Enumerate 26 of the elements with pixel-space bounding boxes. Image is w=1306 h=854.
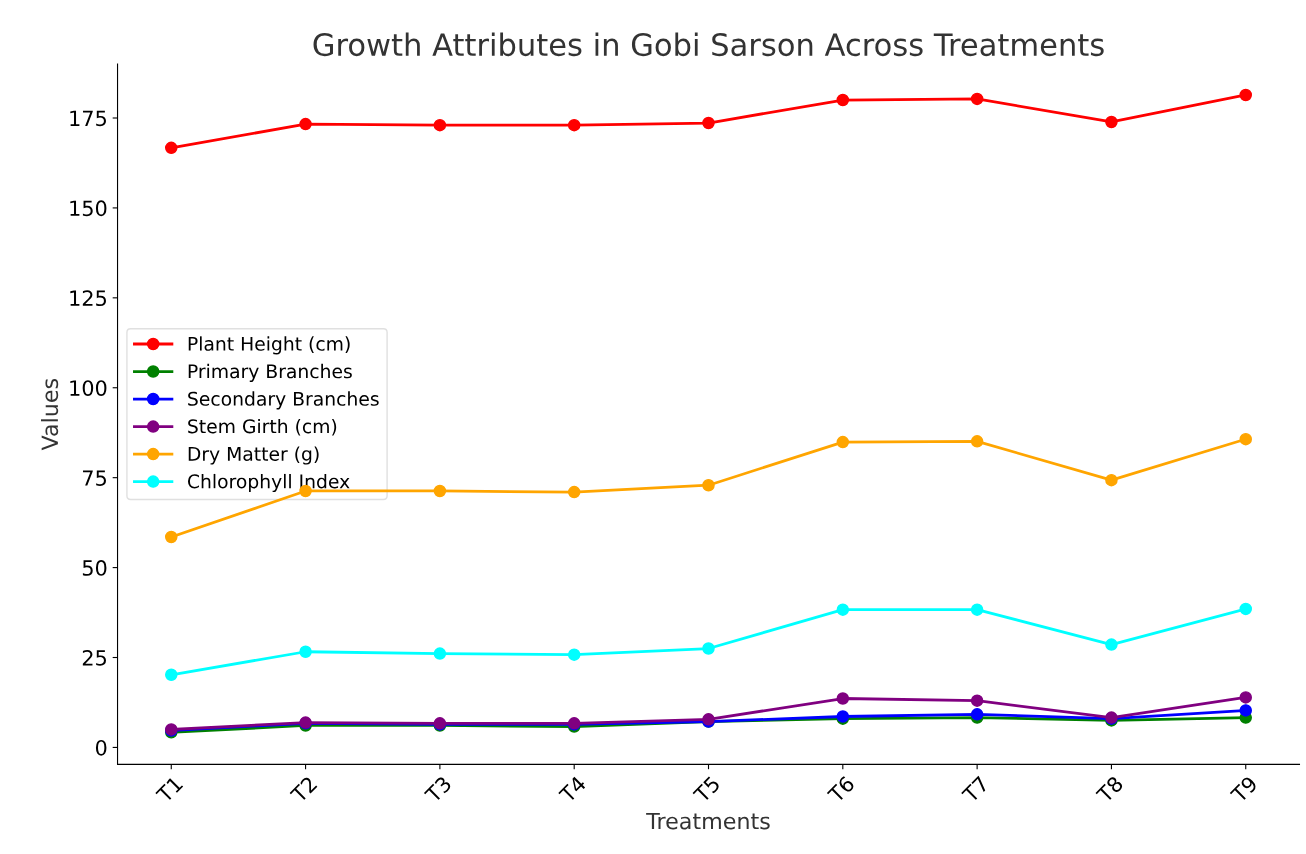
y-tick-label: 75: [83, 470, 106, 486]
y-tick-label: 150: [70, 200, 107, 217]
x-tick-label: T7: [961, 775, 990, 804]
x-tick-label: T2: [289, 775, 318, 804]
x-tick-label: T4: [558, 775, 587, 804]
y-tick-label: 125: [70, 290, 106, 307]
legend-label: Dry Matter (g): [188, 446, 319, 465]
x-tick-label: T8: [1095, 775, 1124, 804]
y-tick-label: 100: [70, 380, 107, 396]
legend-label: Primary Branches: [188, 363, 352, 382]
y-tick-label: 50: [82, 560, 107, 576]
y-tick-label: 25: [82, 649, 106, 666]
y-tick-label: 0: [95, 739, 107, 756]
y-tick-label: 175: [70, 110, 106, 127]
x-tick-label: T5: [692, 775, 721, 804]
x-tick-label: T6: [826, 775, 856, 804]
x-tick-label: T9: [1229, 775, 1259, 804]
chart-title: Growth Attributes in Gobi Sarson Across Treatments: [313, 32, 1104, 57]
y-axis-title: Values: [40, 378, 59, 451]
legend-label: Stem Girth (cm): [188, 418, 337, 436]
legend-label: Chlorophyll Index: [187, 473, 350, 493]
legend-label: Plant Height (cm): [188, 336, 350, 355]
legend-label: Secondary Branches: [188, 391, 379, 410]
x-tick-label: T3: [423, 775, 453, 804]
x-tick-label: T1: [155, 775, 184, 804]
x-axis-title: Treatments: [646, 812, 770, 830]
